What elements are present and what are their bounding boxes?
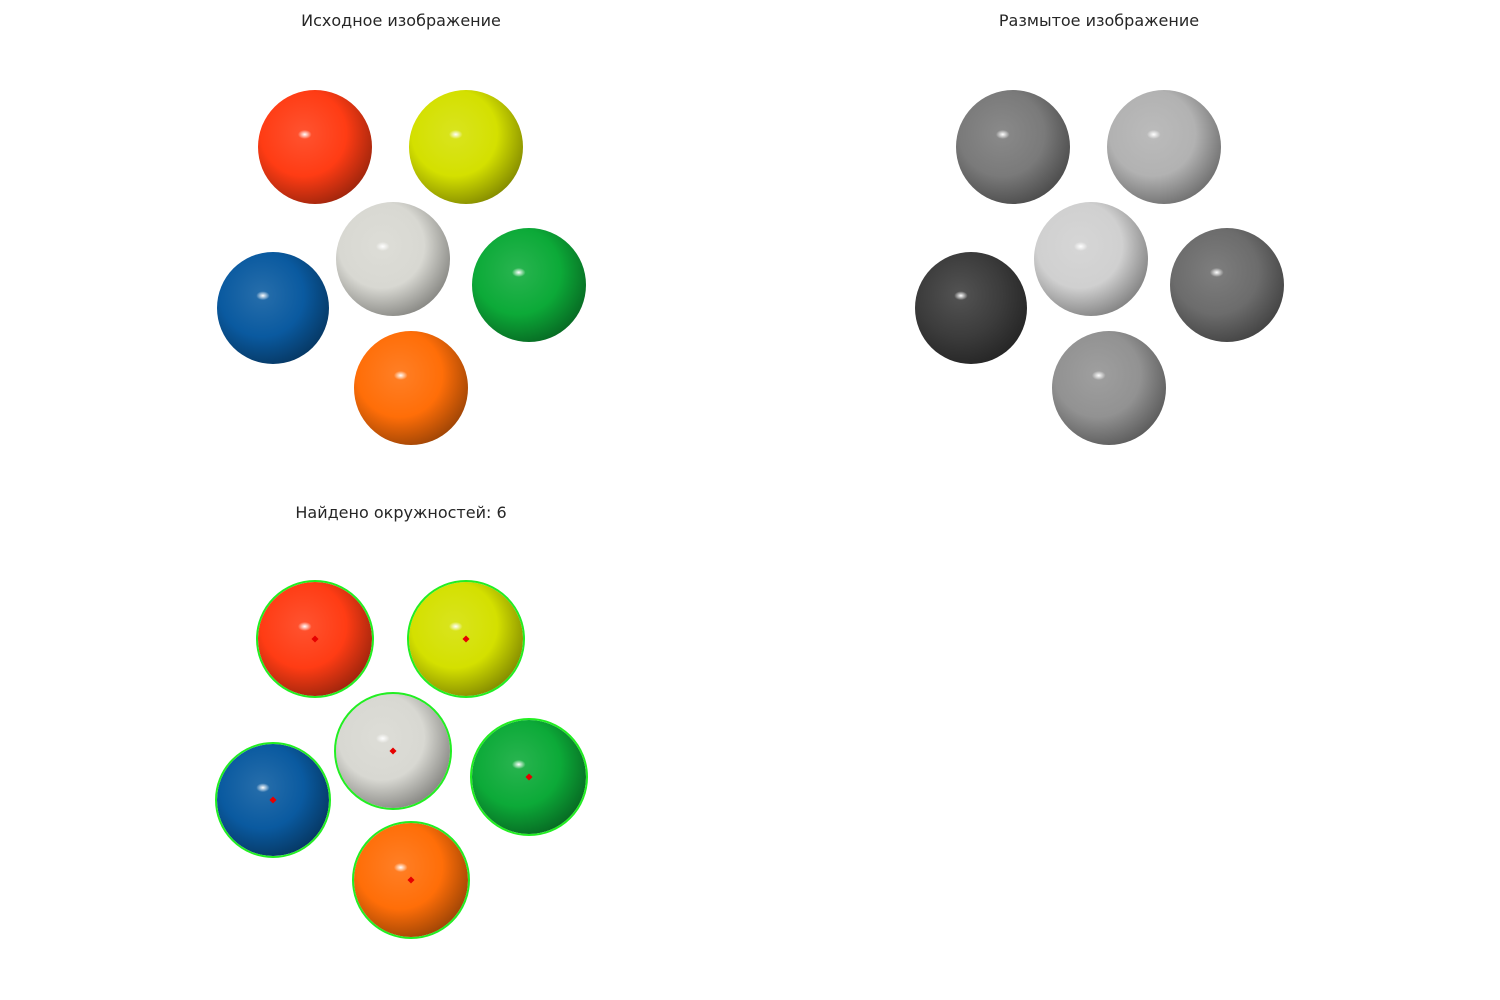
detected-circle-center bbox=[311, 635, 319, 643]
ball-green bbox=[470, 718, 588, 836]
ball-blue bbox=[217, 252, 329, 364]
ball-yellow bbox=[409, 90, 523, 204]
detected-circles-title: Найдено окружностей: 6 bbox=[295, 503, 507, 522]
ball-orange bbox=[354, 331, 468, 445]
detected-circle-center bbox=[525, 773, 533, 781]
original-image-title: Исходное изображение bbox=[301, 11, 501, 30]
detected-circle-center bbox=[407, 876, 415, 884]
ball-green bbox=[1170, 228, 1284, 342]
detected-circle-center bbox=[389, 747, 397, 755]
ball-orange bbox=[352, 821, 470, 939]
detected-circle-outline bbox=[352, 821, 470, 939]
ball-red bbox=[258, 90, 372, 204]
detected-circle-center bbox=[269, 796, 277, 804]
blurred-image-panel bbox=[915, 90, 1284, 445]
ball-yellow bbox=[1107, 90, 1221, 204]
detected-circle-outline bbox=[256, 580, 374, 698]
detected-circle-center bbox=[462, 635, 470, 643]
ball-blue bbox=[915, 252, 1027, 364]
ball-yellow bbox=[407, 580, 525, 698]
ball-white bbox=[1034, 202, 1148, 316]
blurred-image-title: Размытое изображение bbox=[998, 11, 1200, 30]
ball-red bbox=[256, 580, 374, 698]
detected-circles-panel bbox=[215, 580, 588, 939]
ball-red bbox=[956, 90, 1070, 204]
ball-blue bbox=[215, 742, 331, 858]
detected-circle-outline bbox=[334, 692, 452, 810]
ball-orange bbox=[1052, 331, 1166, 445]
ball-green bbox=[472, 228, 586, 342]
ball-white bbox=[336, 202, 450, 316]
detected-circle-outline bbox=[407, 580, 525, 698]
detected-circle-outline bbox=[215, 742, 331, 858]
detected-circle-outline bbox=[470, 718, 588, 836]
original-image-panel bbox=[217, 90, 586, 445]
ball-white bbox=[334, 692, 452, 810]
